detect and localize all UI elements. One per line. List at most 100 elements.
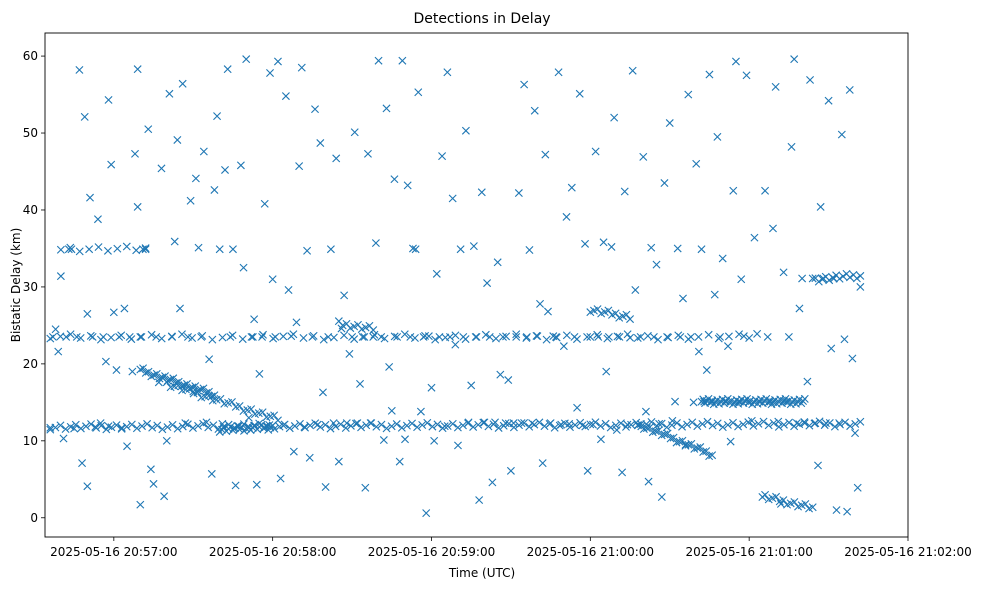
- detection-marker: [502, 332, 511, 341]
- detection-marker: [362, 421, 371, 430]
- detection-marker: [761, 186, 770, 195]
- y-axis-label: Bistatic Delay (km): [9, 228, 23, 343]
- detection-marker: [181, 419, 190, 428]
- detection-marker: [724, 332, 733, 341]
- detection-marker: [199, 147, 208, 156]
- detection-marker: [374, 56, 383, 65]
- detection-marker: [552, 333, 561, 342]
- detection-marker: [299, 334, 308, 343]
- detection-marker: [92, 423, 101, 432]
- detection-marker: [357, 423, 366, 432]
- detection-marker: [645, 423, 654, 432]
- detection-marker: [281, 92, 290, 101]
- detection-marker: [238, 335, 247, 344]
- detection-marker: [678, 436, 687, 445]
- detection-marker: [326, 245, 335, 254]
- detection-marker: [586, 420, 595, 429]
- detection-marker: [147, 372, 156, 381]
- detection-marker: [593, 330, 602, 339]
- detection-marker: [851, 429, 860, 438]
- x-tick-label: 2025-05-16 21:02:00: [844, 545, 971, 559]
- detection-marker: [689, 398, 698, 407]
- detection-marker: [160, 492, 169, 501]
- detection-marker: [835, 420, 844, 429]
- detection-marker: [413, 423, 422, 432]
- detection-marker: [148, 423, 157, 432]
- detection-marker: [504, 419, 513, 428]
- detection-marker: [133, 65, 142, 74]
- detection-marker: [499, 421, 508, 430]
- detection-marker: [191, 382, 200, 391]
- detection-marker: [161, 372, 169, 381]
- detection-marker: [525, 246, 534, 254]
- detection-marker: [334, 457, 343, 466]
- detection-marker: [769, 419, 778, 428]
- detection-marker: [622, 310, 631, 319]
- detection-marker: [814, 461, 822, 470]
- detection-marker: [397, 423, 406, 432]
- detection-marker: [734, 422, 743, 431]
- detection-marker: [562, 331, 571, 340]
- detection-marker: [401, 435, 410, 444]
- detection-marker: [295, 162, 304, 171]
- detection-marker: [167, 332, 176, 341]
- detection-marker: [451, 331, 460, 340]
- detection-marker: [351, 419, 360, 428]
- detection-marker: [208, 335, 217, 344]
- detection-marker: [168, 420, 177, 429]
- detection-marker: [220, 423, 229, 432]
- detection-marker: [723, 342, 732, 351]
- detection-marker: [382, 104, 391, 113]
- detection-marker: [739, 420, 748, 429]
- detection-marker: [321, 420, 330, 429]
- detection-marker: [522, 334, 531, 343]
- detection-marker: [560, 419, 569, 428]
- detection-marker: [840, 335, 849, 344]
- detection-marker: [667, 421, 676, 430]
- detection-marker: [268, 275, 277, 284]
- detection-marker: [787, 142, 796, 151]
- y-tick-label: 30: [23, 280, 38, 294]
- detection-marker: [408, 419, 417, 428]
- detection-marker: [204, 387, 213, 396]
- detection-marker: [242, 55, 251, 64]
- detection-marker: [530, 106, 539, 115]
- detection-marker: [660, 179, 669, 188]
- detection-marker: [301, 423, 310, 432]
- detection-marker: [174, 381, 183, 390]
- detection-marker: [441, 333, 450, 342]
- detection-marker: [170, 237, 179, 246]
- detection-marker: [141, 245, 150, 254]
- detection-marker: [292, 318, 301, 327]
- detection-marker: [705, 452, 714, 461]
- detection-marker: [97, 421, 106, 430]
- detection-marker: [542, 335, 551, 344]
- detection-marker: [806, 75, 815, 84]
- detection-marker: [678, 422, 687, 431]
- detection-marker: [515, 421, 523, 430]
- detection-marker: [438, 152, 447, 161]
- detection-marker: [684, 335, 693, 344]
- detection-marker: [484, 422, 493, 431]
- detection-marker: [491, 334, 500, 343]
- y-tick-label: 0: [30, 511, 38, 525]
- detection-marker: [623, 420, 632, 429]
- detection-marker: [708, 421, 717, 430]
- detection-marker: [103, 246, 112, 255]
- detection-marker: [705, 70, 714, 79]
- detection-marker: [311, 419, 320, 428]
- detection-marker: [56, 332, 65, 341]
- detection-marker: [532, 331, 541, 340]
- detection-marker: [257, 420, 266, 429]
- detection-marker: [674, 331, 683, 340]
- detection-marker: [132, 246, 141, 255]
- detection-marker: [451, 340, 460, 349]
- detection-marker: [808, 274, 817, 283]
- detection-marker: [665, 119, 674, 128]
- detection-marker: [530, 420, 539, 429]
- detection-marker: [474, 420, 483, 429]
- detection-marker: [464, 419, 473, 428]
- detection-marker: [581, 239, 590, 248]
- detection-marker: [380, 334, 389, 343]
- detection-marker: [235, 402, 244, 410]
